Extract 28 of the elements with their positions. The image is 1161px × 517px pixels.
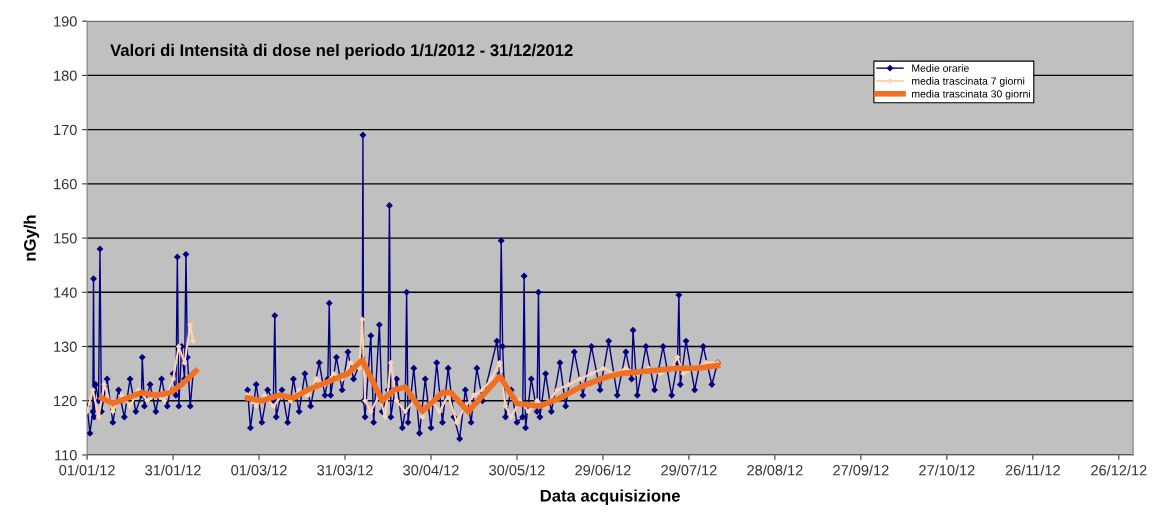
y-axis-title: nGy/h: [23, 215, 40, 261]
x-tick-label: 28/08/12: [747, 464, 803, 476]
legend-label: media trascinata 7 giorni: [912, 77, 1025, 87]
x-axis-title: Data acquisizione: [540, 489, 680, 505]
y-tick-label: 110: [55, 450, 77, 461]
x-tick-label: 01/03/12: [231, 464, 287, 476]
y-tick-label: 160: [54, 178, 77, 190]
x-tick-label: 31/01/12: [145, 464, 201, 476]
x-tick-label: 26/12/12: [1091, 464, 1147, 476]
y-tick-label: 150: [54, 233, 77, 244]
y-tick-label: 190: [54, 16, 77, 27]
x-tick-label: 01/01/12: [59, 464, 115, 476]
x-tick-label: 27/10/12: [919, 464, 975, 476]
x-tick-label: 30/05/12: [489, 464, 545, 476]
y-tick-label: 140: [54, 287, 77, 298]
x-tick-label: 29/07/12: [661, 464, 717, 476]
x-tick-label: 31/03/12: [317, 464, 373, 476]
x-tick-label: 26/11/12: [1005, 464, 1060, 476]
x-tick-label: 29/06/12: [575, 464, 631, 476]
legend-label: Medie orarie: [912, 64, 969, 72]
legend-label: media trascinata 30 giorni: [912, 89, 1030, 100]
y-tick-label: 180: [54, 70, 77, 81]
y-tick-label: 120: [54, 395, 77, 407]
y-tick-label: 130: [54, 341, 77, 352]
y-tick-label: 170: [54, 124, 77, 136]
x-tick-label: 30/04/12: [403, 464, 459, 476]
x-tick-label: 27/09/12: [833, 464, 889, 476]
text: Valori di Intensità di dose nel periodo 1/1/2012 - 31/12/2012: [110, 43, 573, 60]
